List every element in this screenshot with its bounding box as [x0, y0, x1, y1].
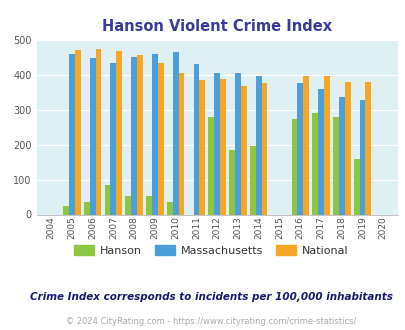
- Bar: [338, 97, 344, 214]
- Bar: [255, 76, 261, 214]
- Bar: [90, 58, 95, 214]
- Bar: [131, 57, 137, 215]
- Bar: [261, 83, 267, 214]
- Bar: [249, 146, 255, 214]
- Bar: [214, 73, 220, 215]
- Bar: [311, 113, 318, 214]
- Bar: [229, 150, 234, 214]
- Bar: [116, 51, 122, 214]
- Bar: [125, 196, 131, 214]
- Bar: [199, 80, 205, 214]
- Bar: [84, 202, 90, 214]
- Bar: [193, 64, 199, 214]
- Bar: [158, 63, 163, 214]
- Bar: [364, 82, 371, 214]
- Bar: [332, 117, 338, 214]
- Bar: [178, 73, 184, 215]
- Title: Hanson Violent Crime Index: Hanson Violent Crime Index: [102, 19, 331, 34]
- Bar: [291, 119, 296, 214]
- Bar: [146, 196, 151, 214]
- Legend: Hanson, Massachusetts, National: Hanson, Massachusetts, National: [69, 241, 352, 260]
- Bar: [240, 86, 246, 214]
- Bar: [151, 53, 158, 214]
- Bar: [296, 83, 303, 214]
- Bar: [137, 55, 143, 214]
- Text: © 2024 CityRating.com - https://www.cityrating.com/crime-statistics/: © 2024 CityRating.com - https://www.city…: [66, 317, 356, 326]
- Bar: [63, 206, 69, 214]
- Bar: [353, 158, 359, 215]
- Bar: [208, 116, 214, 214]
- Bar: [220, 79, 225, 214]
- Bar: [104, 185, 110, 214]
- Bar: [359, 100, 364, 214]
- Bar: [166, 202, 173, 214]
- Bar: [318, 89, 323, 214]
- Bar: [323, 76, 329, 214]
- Text: Crime Index corresponds to incidents per 100,000 inhabitants: Crime Index corresponds to incidents per…: [30, 292, 392, 302]
- Bar: [75, 50, 80, 214]
- Bar: [95, 49, 101, 214]
- Bar: [234, 73, 240, 215]
- Bar: [303, 76, 308, 214]
- Bar: [344, 82, 350, 214]
- Bar: [173, 52, 178, 214]
- Bar: [69, 53, 75, 214]
- Bar: [110, 63, 116, 214]
